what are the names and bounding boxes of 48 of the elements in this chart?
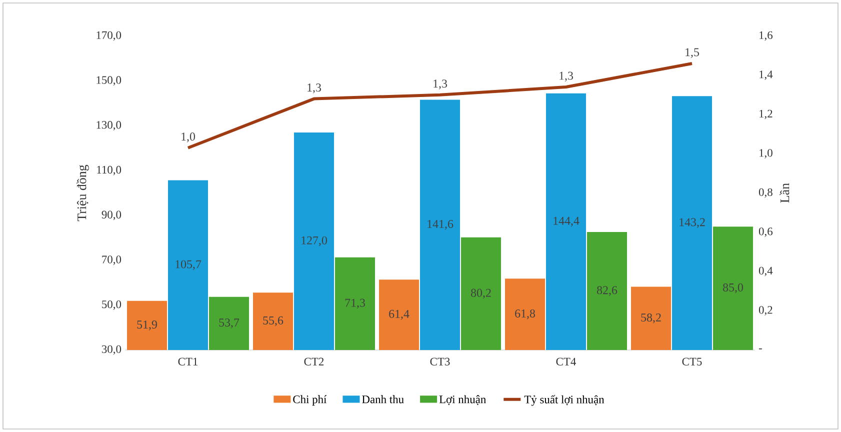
data-label: 58,2 bbox=[641, 313, 661, 324]
data-label: 1,3 bbox=[560, 72, 574, 82]
legend-label: Danh thu bbox=[362, 395, 404, 404]
y-tick-label: 130,0 bbox=[96, 121, 122, 130]
y2-tick-label: 0,8 bbox=[758, 188, 772, 198]
y2-tick-label: 1,6 bbox=[760, 31, 773, 41]
data-label: 80,2 bbox=[470, 288, 491, 299]
data-label: 143,2 bbox=[680, 218, 705, 228]
legend-label: Tỷ suất lợi nhuận bbox=[524, 395, 604, 406]
data-label: 53,7 bbox=[219, 318, 240, 328]
y-tick-label: 90,0 bbox=[102, 210, 122, 220]
data-label: 141,6 bbox=[428, 220, 454, 230]
data-label: 1,3 bbox=[434, 80, 448, 90]
data-label: 55,6 bbox=[263, 316, 284, 326]
data-label: 144,4 bbox=[554, 216, 580, 227]
legend-label: Lợi nhuận bbox=[439, 395, 486, 406]
y-tick-label: 170,0 bbox=[96, 31, 122, 41]
y-tick-label: 70,0 bbox=[102, 256, 122, 265]
data-label: 82,6 bbox=[597, 286, 618, 296]
y-tick-label: 150,0 bbox=[96, 76, 122, 86]
x-tick-label: CT4 bbox=[556, 358, 576, 366]
y2-tick-label: 0,4 bbox=[758, 266, 773, 276]
y2-axis-title: Lần bbox=[780, 183, 790, 203]
y-tick-label: 30,0 bbox=[102, 345, 122, 355]
data-label: 127,0 bbox=[302, 236, 327, 246]
data-label: 71,3 bbox=[345, 298, 365, 309]
data-label: 105,7 bbox=[176, 260, 202, 270]
data-label: 51,9 bbox=[137, 320, 157, 330]
y2-tick-label: 0,6 bbox=[758, 228, 773, 237]
data-label: 1,0 bbox=[182, 132, 196, 142]
y2-tick-label: 1,2 bbox=[760, 110, 772, 120]
data-label: 61,4 bbox=[389, 310, 410, 320]
data-label: 1,3 bbox=[308, 84, 322, 94]
x-tick-label: CT3 bbox=[430, 358, 450, 366]
x-tick-label: CT2 bbox=[304, 358, 324, 366]
y-axis-title: Triệu đồng bbox=[76, 164, 89, 222]
legend-label: Chi phí bbox=[293, 395, 327, 406]
y-tick-label: 50,0 bbox=[102, 300, 122, 310]
data-label: 1,5 bbox=[686, 48, 700, 58]
x-tick-label: CT1 bbox=[178, 358, 198, 366]
x-tick-label: CT5 bbox=[682, 358, 702, 366]
y2-tick-label: - bbox=[758, 348, 762, 350]
y2-tick-label: 1,4 bbox=[760, 70, 773, 80]
y2-tick-label: 0,2 bbox=[758, 306, 772, 316]
y2-tick-label: 1,0 bbox=[760, 149, 772, 158]
y-tick-label: 110,0 bbox=[97, 166, 122, 176]
data-label: 61,8 bbox=[515, 309, 536, 320]
data-label: 85,0 bbox=[723, 283, 744, 294]
